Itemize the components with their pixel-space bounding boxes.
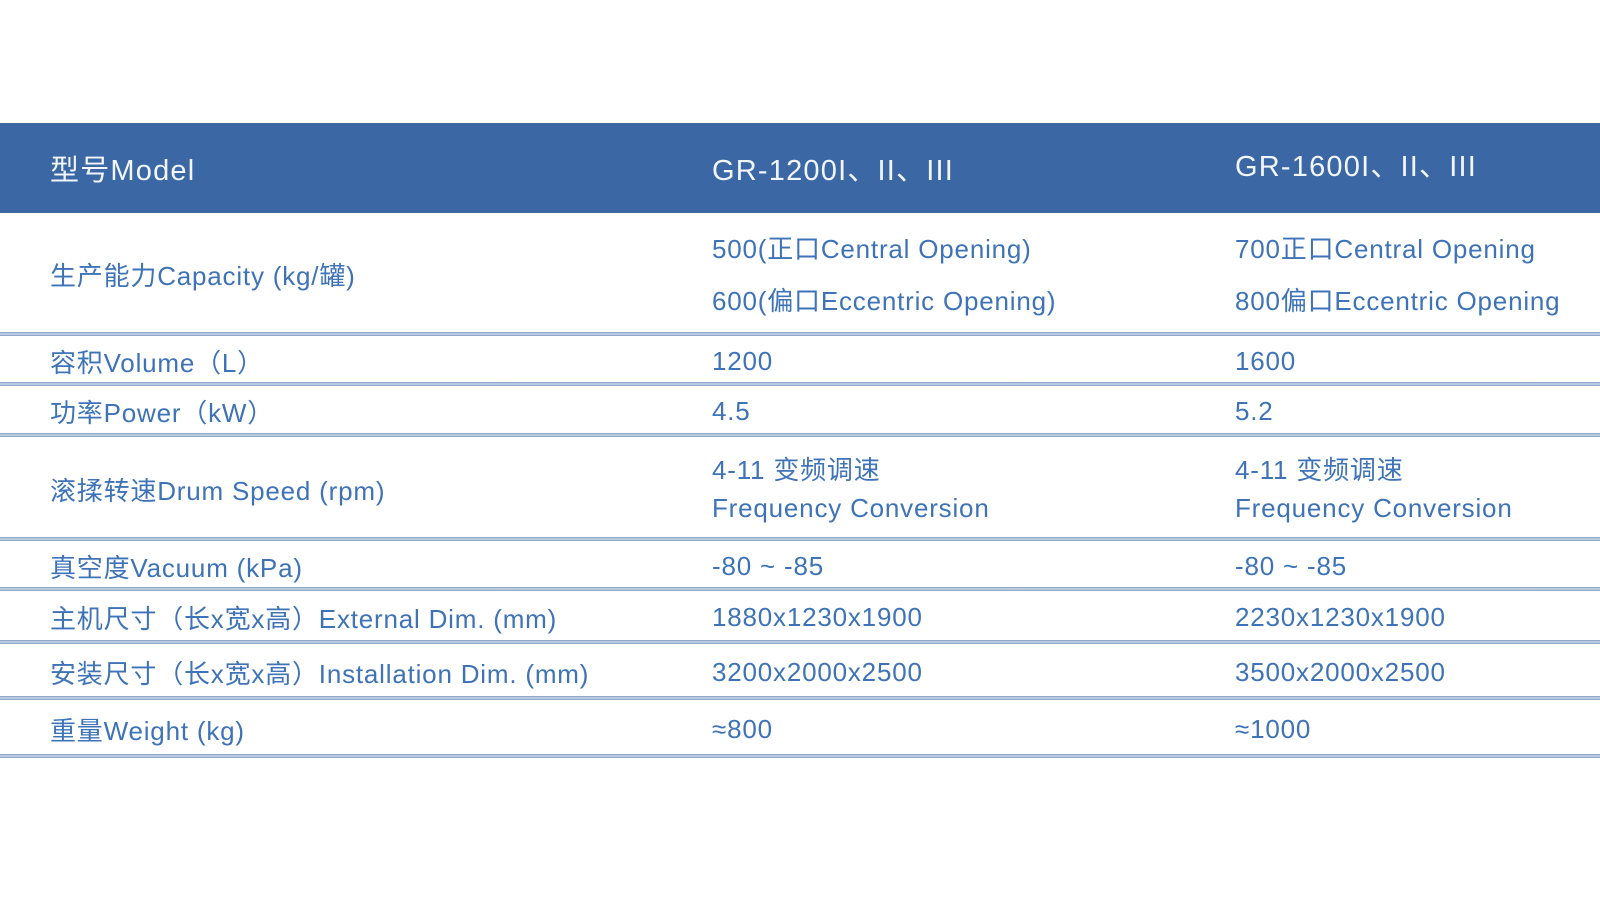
cell-gr1600-drum-speed: 4-11 变频调速 Frequency Conversion xyxy=(1235,451,1600,527)
header-col-gr1600: GR-1600I、II、III xyxy=(1235,151,1478,183)
cell-gr1600-power: 5.2 xyxy=(1235,396,1274,426)
cell-gr1200-weight: ≈800 xyxy=(712,713,773,744)
cell-line: Frequency Conversion xyxy=(1235,493,1513,523)
cell-line: 600(偏口Eccentric Opening) xyxy=(712,285,1057,316)
cell-gr1200-drum-speed: 4-11 变频调速 Frequency Conversion xyxy=(712,451,1235,527)
cell-line: 4-11 变频调速 xyxy=(1235,455,1404,485)
cell-gr1200-vacuum: -80 ~ -85 xyxy=(712,550,824,581)
cell-gr1200-capacity: 500(正口Central Opening) 600(偏口Eccentric O… xyxy=(712,223,1235,327)
cell-gr1600-volume: 1600 xyxy=(1235,345,1297,376)
cell-gr1200-external-dim: 1880x1230x1900 xyxy=(712,602,923,632)
table-header-row: 型号Model GR-1200I、II、III GR-1600I、II、III xyxy=(0,123,1600,213)
row-label: 主机尺寸（长x宽x高）External Dim. (mm) xyxy=(50,604,558,634)
table-row-volume: 容积Volume（L） 1200 1600 xyxy=(0,336,1600,386)
row-label: 容积Volume（L） xyxy=(50,347,264,378)
row-label: 真空度Vacuum (kPa) xyxy=(50,552,303,583)
cell-gr1600-external-dim: 2230x1230x1900 xyxy=(1235,602,1446,632)
cell-line: 800偏口Eccentric Opening xyxy=(1235,285,1561,316)
cell-gr1200-volume: 1200 xyxy=(712,345,774,376)
row-label: 重量Weight (kg) xyxy=(50,715,245,746)
row-label: 生产能力Capacity (kg/罐) xyxy=(50,261,356,291)
cell-gr1200-power: 4.5 xyxy=(712,396,751,426)
table-row-power: 功率Power（kW） 4.5 5.2 xyxy=(0,386,1600,437)
table-row-drum-speed: 滚揉转速Drum Speed (rpm) 4-11 变频调速 Frequency… xyxy=(0,437,1600,541)
row-label: 功率Power（kW） xyxy=(50,398,275,428)
cell-line: Frequency Conversion xyxy=(712,493,990,523)
table-row-vacuum: 真空度Vacuum (kPa) -80 ~ -85 -80 ~ -85 xyxy=(0,541,1600,591)
header-col-gr1200: GR-1200I、II、III xyxy=(712,155,955,187)
row-label: 安装尺寸（长x宽x高）Installation Dim. (mm) xyxy=(50,658,590,689)
spec-table: 型号Model GR-1200I、II、III GR-1600I、II、III … xyxy=(0,123,1600,758)
header-model-label: 型号Model xyxy=(50,155,196,187)
cell-gr1600-weight: ≈1000 xyxy=(1235,713,1312,744)
table-row-weight: 重量Weight (kg) ≈800 ≈1000 xyxy=(0,700,1600,758)
cell-gr1200-installation-dim: 3200x2000x2500 xyxy=(712,656,923,687)
table-row-external-dim: 主机尺寸（长x宽x高）External Dim. (mm) 1880x1230x… xyxy=(0,591,1600,644)
cell-line: 500(正口Central Opening) xyxy=(712,233,1032,264)
cell-gr1600-installation-dim: 3500x2000x2500 xyxy=(1235,656,1446,687)
table-row-installation-dim: 安装尺寸（长x宽x高）Installation Dim. (mm) 3200x2… xyxy=(0,644,1600,700)
cell-line: 4-11 变频调速 xyxy=(712,455,881,485)
cell-gr1600-capacity: 700正口Central Opening 800偏口Eccentric Open… xyxy=(1235,223,1600,327)
cell-line: 700正口Central Opening xyxy=(1235,233,1536,264)
cell-gr1600-vacuum: -80 ~ -85 xyxy=(1235,550,1347,581)
row-label: 滚揉转速Drum Speed (rpm) xyxy=(50,475,386,506)
table-row-capacity: 生产能力Capacity (kg/罐) 500(正口Central Openin… xyxy=(0,213,1600,336)
